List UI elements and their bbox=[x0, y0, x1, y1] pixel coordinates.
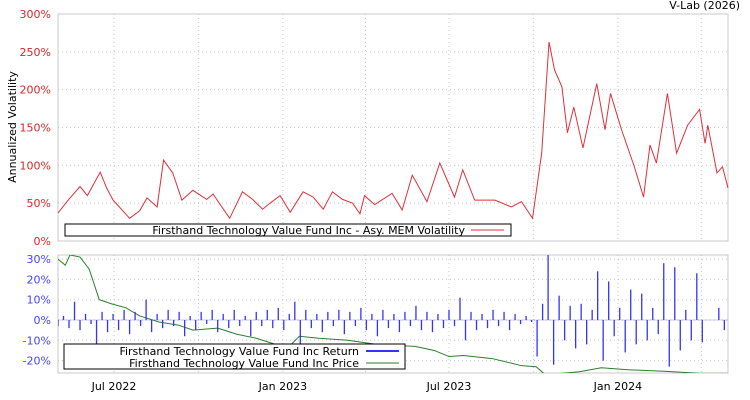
top-y-tick-label: 100% bbox=[20, 159, 51, 172]
bottom-plot-frame bbox=[57, 254, 729, 374]
y-axis-label: Annualized Volatility bbox=[6, 71, 19, 183]
top-y-ticks: 0% 50% 100% 150% 200% 250% 300% bbox=[20, 8, 51, 248]
bottom-y-tick-label: 0% bbox=[34, 314, 51, 327]
return-legend-label: Firsthand Technology Value Fund Inc Retu… bbox=[119, 345, 359, 358]
price-line bbox=[58, 255, 728, 373]
bottom-legend: Firsthand Technology Value Fund Inc Retu… bbox=[63, 343, 406, 370]
x-tick-label: Jan 2024 bbox=[593, 380, 642, 393]
top-grid bbox=[58, 14, 728, 241]
top-y-tick-label: 200% bbox=[20, 84, 51, 97]
return-price-series bbox=[58, 255, 728, 373]
top-plot-frame bbox=[57, 13, 729, 242]
price-legend-label: Firsthand Technology Value Fund Inc Pric… bbox=[129, 357, 359, 370]
bottom-y-tick-label: 10% bbox=[27, 294, 51, 307]
top-legend-label: Firsthand Technology Value Fund Inc - As… bbox=[152, 224, 465, 237]
x-ticks: Jul 2022 Jan 2023 Jul 2023 Jan 2024 bbox=[91, 380, 642, 393]
top-y-tick-label: 0% bbox=[34, 235, 51, 248]
bottom-y-tick-label: -10% bbox=[23, 334, 51, 347]
bottom-y-tick-label: -20% bbox=[23, 355, 51, 368]
top-y-tick-label: 300% bbox=[20, 8, 51, 21]
top-y-tick-label: 150% bbox=[20, 122, 51, 135]
top-y-tick-label: 50% bbox=[27, 197, 51, 210]
bottom-y-tick-label: 20% bbox=[27, 273, 51, 286]
top-legend: Firsthand Technology Value Fund Inc - As… bbox=[64, 223, 512, 237]
watermark: V-Lab (2026) bbox=[669, 0, 740, 12]
bottom-y-ticks: -20% -10% 0% 10% 20% 30% bbox=[23, 253, 51, 368]
x-tick-label: Jul 2023 bbox=[426, 380, 472, 393]
top-y-tick-label: 250% bbox=[20, 46, 51, 59]
volatility-series bbox=[57, 41, 729, 220]
x-tick-label: Jan 2023 bbox=[258, 380, 307, 393]
volatility-line bbox=[57, 41, 729, 220]
x-tick-label: Jul 2022 bbox=[91, 380, 137, 393]
bottom-y-tick-label: 30% bbox=[27, 253, 51, 266]
